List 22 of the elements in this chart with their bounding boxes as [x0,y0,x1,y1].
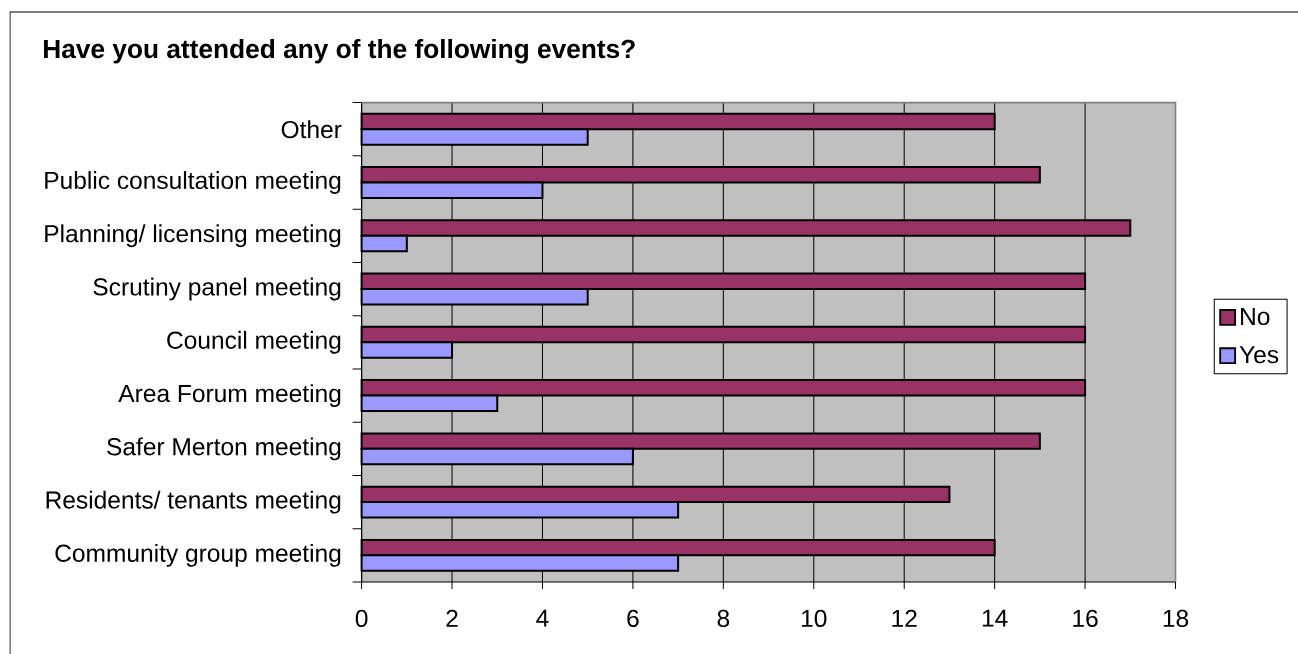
x-tick-label: 0 [355,609,368,628]
y-tick-label: Public consultation meeting [45,171,341,194]
x-tick-label: 14 [982,609,1008,627]
legend-label: No [1241,308,1270,326]
chart-title: Have you attended any of the following events? [44,38,635,64]
y-tick-label: Residents/ tenants meeting [46,490,341,514]
y-tick-label: Other [281,120,342,139]
y-tick-label: Scrutiny panel meeting [93,277,341,301]
x-tick-label: 6 [627,609,639,628]
y-tick-label: Area Forum meeting [118,384,341,407]
x-tick-label: 8 [717,609,730,628]
x-tick-label: 16 [1073,609,1098,628]
x-tick-label: 2 [446,609,458,627]
y-tick-label: Planning/ licensing meeting [45,224,341,248]
x-tick-label: 18 [1163,609,1189,628]
y-tick-label: Council meeting [167,330,341,354]
y-tick-label: Community group meeting [55,543,341,567]
legend-label: Yes [1239,346,1279,364]
x-tick-label: 10 [801,609,827,628]
x-tick-label: 4 [536,609,549,627]
x-tick-label: 12 [892,609,917,627]
y-tick-label: Safer Merton meeting [107,437,341,461]
